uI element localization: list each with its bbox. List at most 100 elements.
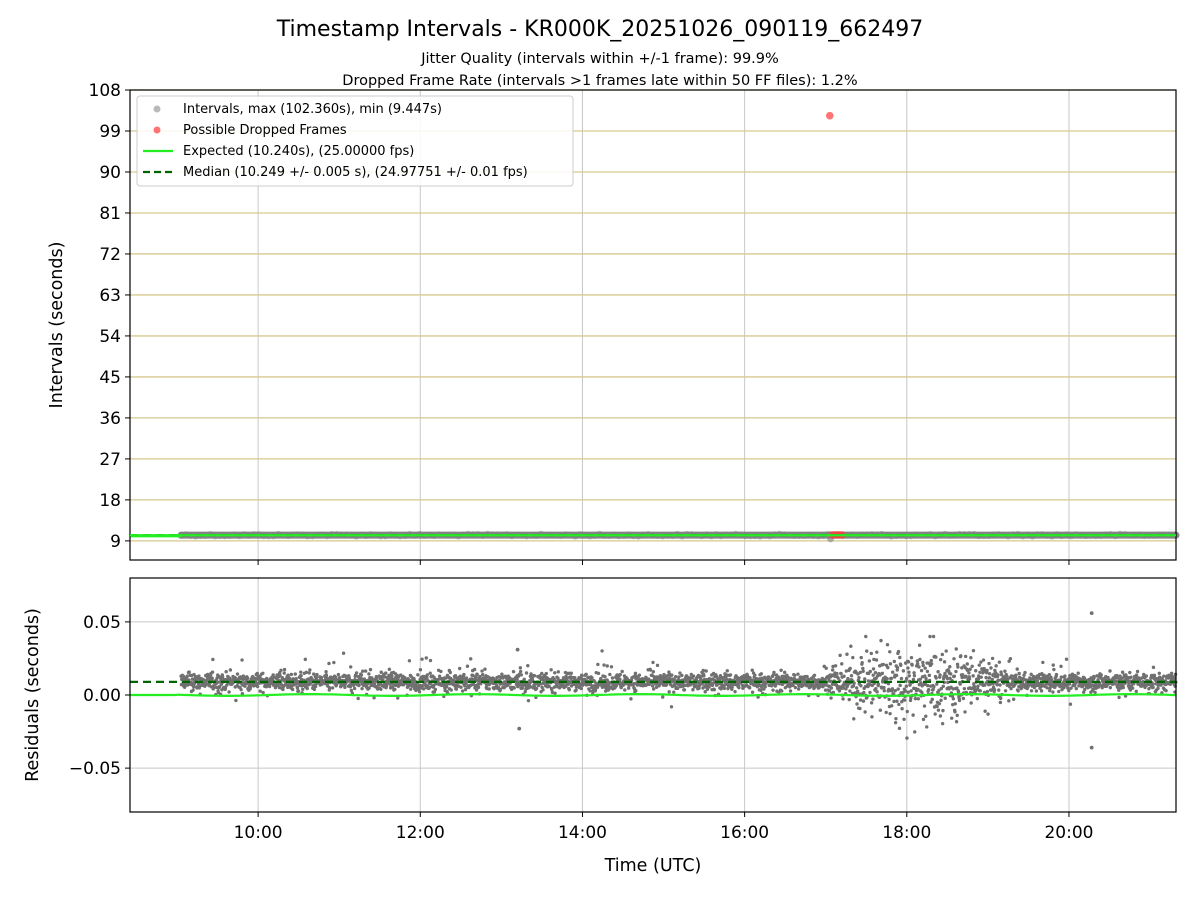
residual-point [882, 685, 886, 690]
residual-point [788, 689, 793, 693]
bottom-xtick-label: 14:00 [558, 823, 607, 843]
residual-point [530, 677, 535, 681]
legend-label-intervals: Intervals, max (102.360s), min (9.447s) [183, 102, 442, 117]
residual-point [907, 674, 911, 678]
residual-point [958, 682, 962, 686]
residual-point [368, 667, 373, 672]
residual-point [483, 667, 487, 671]
residual-point [417, 689, 422, 694]
residual-point [448, 670, 452, 675]
residual-point [954, 647, 958, 651]
residual-point [940, 652, 945, 657]
residual-point [667, 690, 671, 694]
residual-point [674, 675, 678, 679]
residual-point [609, 665, 614, 669]
residual-point [1003, 689, 1008, 693]
residual-point [759, 672, 764, 676]
residual-point [445, 685, 449, 689]
residual-point [908, 698, 913, 703]
residual-point [1019, 685, 1024, 690]
residual-point [978, 689, 982, 693]
residual-point [872, 657, 876, 662]
residual-point [595, 685, 600, 689]
residual-point [1076, 671, 1080, 675]
residual-point [701, 668, 705, 673]
residual-point [863, 684, 868, 689]
residual-point [327, 686, 332, 690]
residual-point [967, 671, 971, 675]
residual-point [1093, 690, 1097, 695]
residual-point [704, 669, 708, 673]
top-ytick-label: 108 [89, 81, 121, 101]
residual-point [547, 684, 551, 689]
residual-point [730, 685, 734, 689]
residual-point [890, 704, 894, 708]
residual-point [859, 684, 863, 688]
residual-point [428, 671, 432, 675]
residual-point [428, 658, 433, 663]
residual-point [1151, 682, 1155, 686]
residual-point [953, 710, 957, 714]
residual-point [763, 685, 767, 689]
residual-point [1151, 685, 1155, 690]
bottom-xlabel: Time (UTC) [604, 856, 702, 876]
residual-point [1172, 677, 1176, 681]
residual-point [977, 663, 981, 667]
residual-point [682, 688, 687, 692]
residual-point [857, 676, 861, 680]
residual-point [999, 673, 1004, 677]
residual-point [657, 684, 661, 688]
residual-point [421, 687, 426, 691]
residual-point [903, 689, 908, 693]
residual-point [449, 688, 453, 692]
residual-point [950, 702, 955, 707]
residual-point [677, 675, 681, 679]
residual-point [1144, 674, 1149, 678]
top-axes-frame [129, 89, 1177, 561]
residual-point [846, 676, 850, 681]
residual-point [963, 710, 967, 714]
residual-point [670, 673, 674, 677]
residual-point [1169, 671, 1174, 676]
residual-point [948, 676, 952, 680]
residual-point [239, 675, 243, 679]
residual-point [952, 674, 957, 678]
residual-point [1051, 663, 1055, 667]
residual-point [396, 696, 400, 700]
residual-point [975, 696, 980, 701]
residual-point [1070, 672, 1075, 676]
residual-point [215, 680, 220, 685]
bottom-residual-points [179, 611, 1178, 750]
residual-point [841, 686, 846, 690]
residual-point [518, 666, 523, 670]
residual-point [929, 658, 933, 663]
residual-point [1017, 671, 1021, 676]
residual-point [210, 676, 214, 680]
residual-point [387, 667, 392, 672]
top-ytick-label: 18 [99, 491, 121, 511]
residual-point [299, 673, 303, 678]
residual-point [603, 674, 607, 679]
residual-point [243, 684, 247, 688]
residual-point [897, 702, 901, 707]
residual-point [772, 670, 776, 675]
residual-point [228, 676, 232, 681]
residual-point [1120, 670, 1125, 674]
residual-point [969, 701, 973, 705]
residual-point [240, 658, 244, 662]
residual-point [920, 690, 924, 695]
residual-point [915, 662, 920, 666]
residual-point [919, 681, 923, 685]
residual-point [913, 696, 918, 701]
residual-point [1008, 657, 1013, 661]
residual-point [965, 662, 969, 666]
residual-point [855, 689, 860, 694]
residual-point [1151, 665, 1156, 670]
residual-point [240, 692, 245, 696]
residual-point [996, 673, 1000, 677]
residual-point [728, 673, 733, 677]
residual-point [282, 667, 287, 672]
residual-point [906, 660, 911, 664]
residual-point [944, 649, 948, 653]
residual-point [984, 675, 988, 680]
